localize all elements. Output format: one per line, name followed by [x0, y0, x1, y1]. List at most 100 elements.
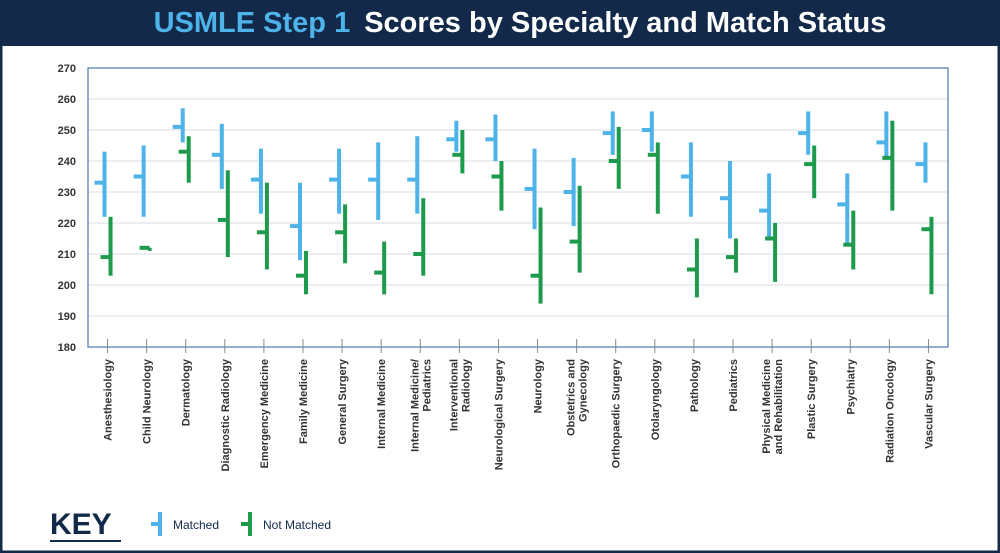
- x-tick-label: Neurology: [533, 358, 545, 413]
- mean-tick: [759, 208, 770, 213]
- mean-tick: [335, 230, 346, 235]
- range-bar: [186, 136, 191, 183]
- range-bar: [382, 241, 387, 295]
- mean-tick: [680, 174, 691, 179]
- x-tick-label: Internal Medicine: [376, 359, 388, 449]
- range-bar: [845, 173, 850, 245]
- legend-swatch: [248, 512, 252, 536]
- range-bar: [890, 120, 895, 211]
- mean-tick: [374, 270, 385, 275]
- range-bar: [499, 161, 504, 211]
- x-tick-label: Orthopaedic Surgery: [611, 358, 623, 468]
- x-tick-label: Pathology: [689, 358, 701, 412]
- range-bar: [884, 111, 889, 158]
- x-tick-label: Internal Medicine/Pediatrics: [409, 359, 433, 452]
- title-banner: [0, 0, 1000, 46]
- mean-tick: [296, 273, 306, 278]
- y-tick-label: 210: [58, 249, 76, 261]
- mean-tick: [843, 242, 854, 247]
- mean-tick: [407, 177, 418, 182]
- x-tick-label: Dermatology: [181, 358, 193, 426]
- range-bar: [767, 173, 772, 239]
- range-bar: [688, 142, 693, 217]
- mean-tick: [133, 174, 144, 179]
- range-bar: [141, 145, 146, 217]
- range-bar: [616, 126, 621, 189]
- mean-tick: [211, 152, 222, 157]
- mean-tick: [804, 162, 815, 167]
- mean-tick: [765, 236, 776, 241]
- range-bar: [298, 182, 302, 261]
- x-tick-label: Physical Medicineand Rehabilitation: [761, 359, 785, 455]
- range-bar: [454, 120, 459, 152]
- mean-tick: [686, 267, 697, 272]
- range-bar: [225, 170, 230, 258]
- mean-tick: [172, 124, 183, 129]
- range-bar: [851, 210, 856, 270]
- y-tick-label: 200: [58, 280, 76, 292]
- mean-tick: [882, 155, 893, 160]
- y-tick-label: 270: [58, 63, 76, 75]
- mean-tick: [178, 149, 189, 154]
- mean-tick: [647, 152, 658, 157]
- x-tick-label: Emergency Medicine: [259, 359, 271, 468]
- x-tick-label: Otolaryngology: [650, 358, 662, 440]
- mean-tick: [94, 180, 105, 185]
- mean-tick: [250, 177, 261, 182]
- range-bar: [812, 145, 817, 199]
- plot-frame: [87, 67, 949, 348]
- mean-tick: [530, 273, 541, 278]
- mean-tick: [413, 252, 424, 256]
- title-main: Scores by Specialty and Match Status: [364, 7, 886, 39]
- mean-tick: [290, 224, 300, 229]
- x-tick-label: Anesthesiology: [103, 358, 115, 441]
- y-tick-label: 240: [58, 156, 76, 168]
- y-tick-label: 180: [58, 342, 76, 354]
- range-bar: [264, 182, 269, 270]
- x-tick-label: Family Medicine: [298, 359, 310, 444]
- y-tick-label: 230: [58, 187, 76, 199]
- x-tick-label: Pediatrics: [728, 359, 740, 412]
- x-tick-label: Neurological Surgery: [493, 358, 505, 470]
- range-bar: [421, 198, 426, 276]
- range-bar: [108, 216, 113, 276]
- range-bar: [929, 216, 934, 295]
- legend-swatch-tick: [241, 522, 248, 526]
- mean-tick: [915, 162, 926, 167]
- mean-tick: [256, 230, 267, 235]
- mean-tick: [491, 174, 502, 179]
- x-tick-label: Psychiatry: [845, 358, 857, 415]
- x-tick-label: Vascular Surgery: [923, 358, 935, 449]
- range-bar: [304, 250, 308, 295]
- legend-title: KEY: [50, 508, 112, 541]
- mean-tick: [446, 137, 457, 142]
- mean-tick: [100, 255, 111, 260]
- y-tick-label: 190: [58, 311, 76, 323]
- mean-tick: [569, 239, 580, 244]
- y-tick-label: 220: [58, 218, 76, 230]
- mean-tick: [602, 131, 613, 136]
- x-tick-label: Radiation Oncology: [884, 358, 896, 463]
- x-tick-label: InterventionalRadiology: [448, 358, 472, 431]
- mean-tick: [641, 128, 652, 132]
- legend-swatch-tick: [151, 522, 158, 526]
- mean-tick: [921, 227, 932, 232]
- mean-tick: [217, 217, 228, 222]
- mean-tick: [485, 137, 496, 142]
- x-tick-label: Child Neurology: [142, 358, 154, 444]
- x-tick-label: Obstetrics andGynecology: [566, 358, 590, 436]
- mean-tick: [798, 131, 809, 136]
- chart-title: USMLE Step 1 Scores by Specialty and Matc…: [154, 7, 887, 39]
- mean-tick: [139, 245, 150, 250]
- title-highlight: USMLE Step 1: [154, 7, 351, 39]
- mean-tick: [837, 202, 848, 207]
- mean-tick: [726, 255, 736, 260]
- legend-swatch: [158, 512, 162, 536]
- range-bar: [538, 207, 543, 304]
- legend-label: Not Matched: [263, 518, 331, 532]
- mean-tick: [608, 159, 619, 163]
- y-tick-label: 250: [58, 125, 76, 137]
- mean-tick: [876, 140, 887, 145]
